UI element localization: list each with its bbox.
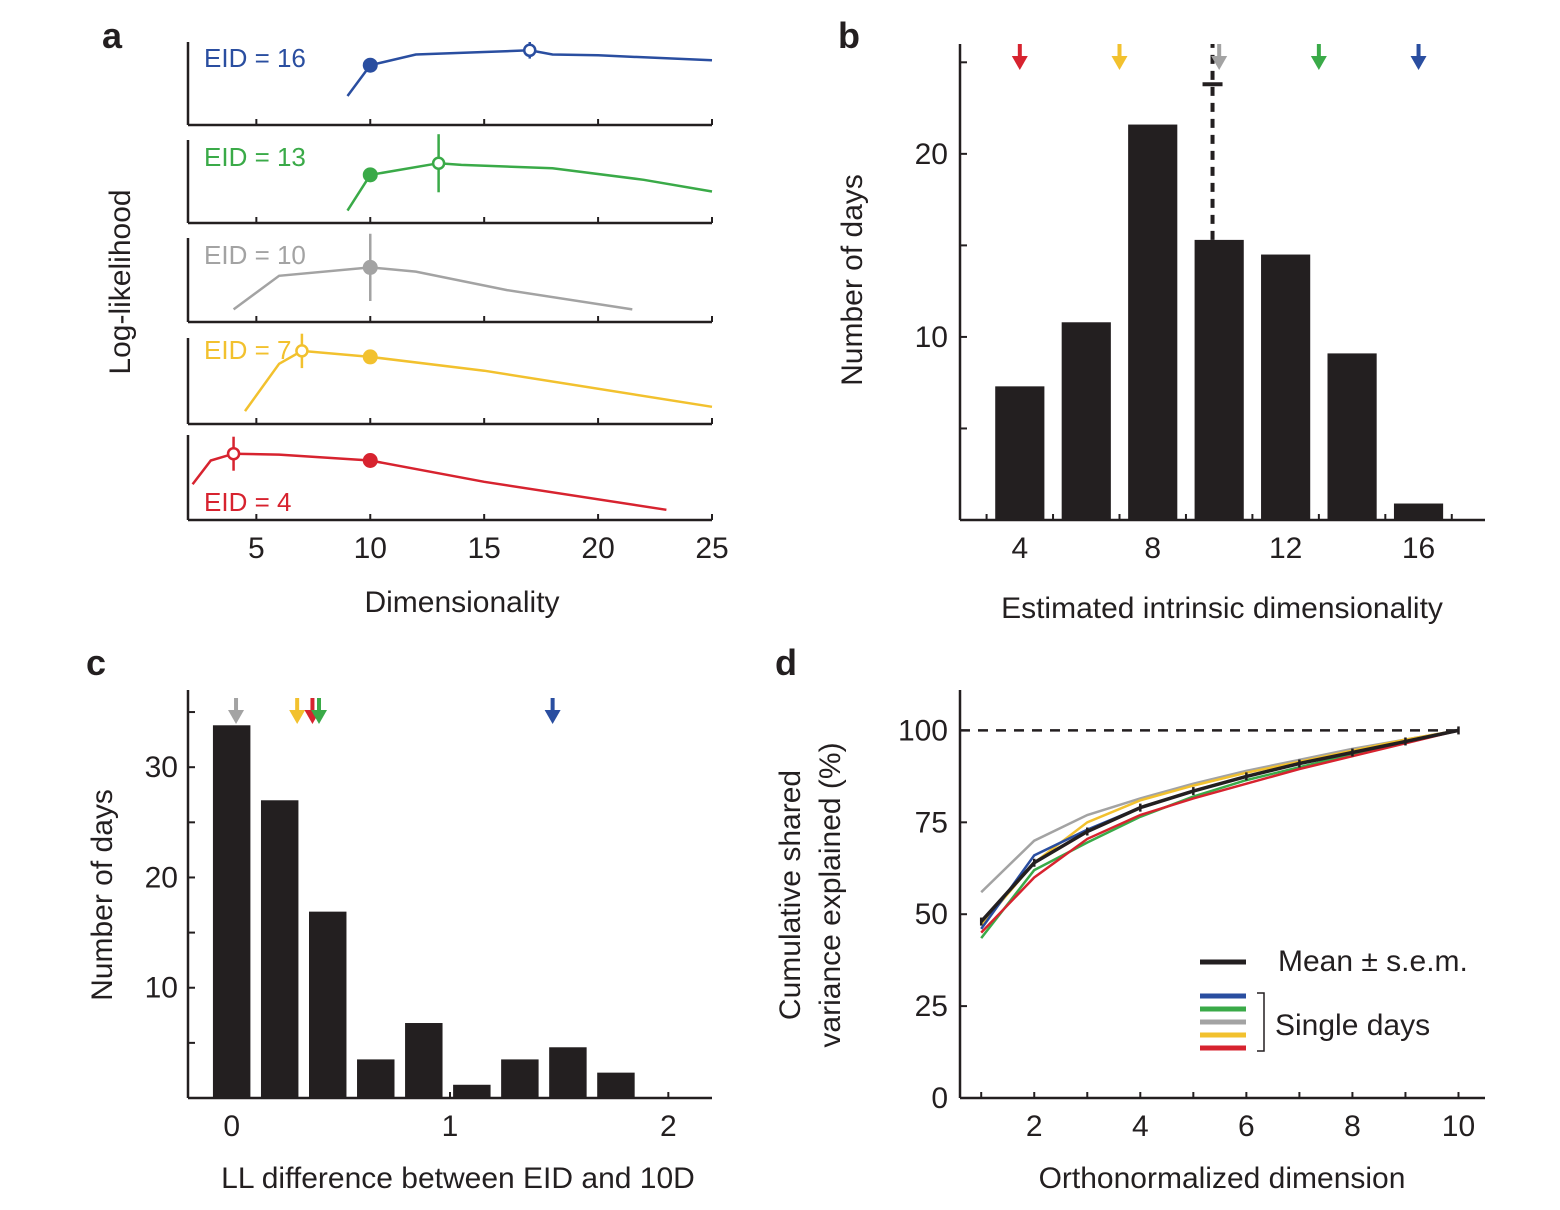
- panel-c-y-axis-label: Number of days: [86, 789, 119, 1001]
- panel-a-eid-4-filled-marker: [362, 453, 378, 468]
- panel-d-curve-yellow: [980, 729, 1459, 927]
- panel-b-y-tick-label: 20: [915, 138, 948, 171]
- panel-b-x-tick-label: 16: [1402, 532, 1435, 565]
- panel-a-eid-13-open-marker: [431, 156, 446, 170]
- panel-b-bar: [1327, 353, 1377, 520]
- panel-d-x-tick-label: 2: [1026, 1110, 1043, 1143]
- panel-d-y-tick-label: 25: [915, 990, 948, 1023]
- panel-a-eid-13-label: EID = 13: [204, 142, 306, 172]
- panel-a-x-tick-label: 25: [695, 532, 728, 565]
- panel-b-arrow-yellow-head: [1111, 56, 1128, 70]
- panel-d-y-tick-label: 0: [931, 1082, 948, 1115]
- panel-b-bar: [1061, 322, 1111, 520]
- panel-a-x-tick-label: 15: [467, 532, 500, 565]
- panel-letter-b: b: [838, 15, 860, 56]
- panel-b-bar: [1128, 124, 1178, 521]
- panel-d-x-axis-label: Orthonormalized dimension: [1039, 1162, 1406, 1195]
- panel-c-bar: [501, 1059, 539, 1098]
- panel-a-x-tick-label: 10: [354, 532, 387, 565]
- panel-c-bar: [309, 911, 347, 1098]
- panel-d-y-tick-label: 100: [898, 714, 948, 747]
- panel-c-x-tick-label: 1: [442, 1110, 459, 1143]
- panel-c-ll-difference-histogram: 10 20 30 0 1 2: [145, 690, 712, 1143]
- panel-c-bar: [357, 1059, 395, 1098]
- panel-b-x-tick-label: 8: [1144, 532, 1161, 565]
- panel-b-x-tick-label: 12: [1269, 532, 1302, 565]
- panel-d-x-tick-label: 8: [1344, 1110, 1361, 1143]
- panel-a-eid-10-filled-marker: [362, 259, 378, 275]
- panel-c-bar: [260, 800, 299, 1098]
- panel-a-eid-10-curve: [232, 266, 633, 311]
- panel-b-arrow-blue-head: [1410, 56, 1427, 70]
- panel-b-arrow-gray-head: [1211, 56, 1228, 70]
- panel-a-eid-7-open-marker: [295, 344, 309, 358]
- legend-bracket: [1257, 992, 1265, 1052]
- panel-c-x-tick-label: 2: [660, 1110, 677, 1143]
- panel-a-eid-16-label: EID = 16: [204, 43, 306, 73]
- panel-d-x-tick-label: 6: [1238, 1110, 1255, 1143]
- panel-letter-c: c: [86, 642, 106, 683]
- panel-d-mean-curve: [979, 728, 1459, 923]
- panel-c-x-axis-label: LL difference between EID and 10D: [221, 1162, 695, 1195]
- panel-d-x-tick-label: 4: [1132, 1110, 1149, 1143]
- panel-b-bar: [1194, 239, 1244, 520]
- panel-d-x-tick-label: 10: [1442, 1110, 1475, 1143]
- panel-c-arrow-yellow-head: [289, 710, 306, 724]
- panel-d-y-tick-label: 50: [915, 898, 948, 931]
- panel-d-y-tick-label: 75: [915, 806, 948, 839]
- panel-b-x-tick-label: 4: [1011, 532, 1028, 565]
- panel-a-x-tick-label: 5: [248, 532, 265, 565]
- panel-c-x-tick-label: 0: [223, 1110, 240, 1143]
- panel-a-x-axis-label: Dimensionality: [364, 586, 559, 619]
- panel-c-y-tick-label: 30: [145, 751, 178, 784]
- panel-c-bar: [212, 725, 251, 1098]
- panel-b-arrow-red-head: [1011, 56, 1028, 70]
- panel-c-bar: [549, 1047, 587, 1098]
- panel-b-bar: [1261, 254, 1311, 521]
- panel-a-eid-4-label: EID = 4: [204, 487, 291, 517]
- panel-a-eid-7-label: EID = 7: [204, 335, 291, 365]
- panel-a-eid-7-curve: [243, 349, 713, 412]
- panel-d-y-axis-label-line1: Cumulative shared: [774, 770, 807, 1020]
- panel-c-arrow-blue-head: [544, 710, 561, 724]
- panel-b-y-tick-label: 10: [915, 321, 948, 354]
- panel-a-loglikelihood: EID = 16 EID = 13 EID = 10 EID = 7 EID = 4 5 1…: [186, 42, 729, 565]
- panel-a-y-axis-label: Log-likelihood: [104, 189, 137, 374]
- panel-letter-a: a: [102, 15, 123, 56]
- panel-c-y-tick-label: 10: [145, 972, 178, 1005]
- panel-a-eid-4-open-marker: [226, 446, 241, 461]
- panel-a-eid-10-label: EID = 10: [204, 240, 306, 270]
- panel-d-cumulative-variance: 0 25 50 75 100 2 4 6 8 10: [898, 690, 1485, 1143]
- panel-c-y-tick-label: 20: [145, 861, 178, 894]
- panel-c-arrow-gray-head: [228, 710, 245, 724]
- panel-c-bar: [453, 1084, 491, 1098]
- panel-b-bar: [995, 386, 1045, 520]
- panel-b-eid-histogram: 10 20 4 8 12 16: [915, 44, 1485, 565]
- panel-d-curve-red: [980, 729, 1459, 934]
- panel-d-curve-gray: [980, 729, 1459, 894]
- panel-c-bar: [405, 1023, 443, 1098]
- panel-a-eid-7-filled-marker: [362, 349, 378, 365]
- panel-b-bar: [1393, 503, 1444, 520]
- panel-a-eid-16-open-marker: [522, 43, 537, 58]
- panel-d-y-axis-label-line2: variance explained (%): [814, 742, 847, 1047]
- panel-b-arrow-green-head: [1310, 56, 1327, 70]
- panel-c-arrow-green-head: [311, 710, 327, 724]
- panel-a-eid-13-filled-marker: [362, 167, 378, 183]
- panel-a-eid-16-curve: [346, 49, 713, 97]
- panel-a-x-tick-label: 20: [581, 532, 614, 565]
- legend-single-days-label: Single days: [1275, 1009, 1430, 1042]
- panel-a-eid-13-curve: [346, 161, 713, 212]
- panel-b-y-axis-label: Number of days: [836, 174, 869, 386]
- panel-a-eid-16-filled-marker: [362, 57, 378, 73]
- panel-b-x-axis-label: Estimated intrinsic dimensionality: [1001, 592, 1443, 625]
- panel-c-bar: [597, 1072, 635, 1098]
- panel-d-curve-blue: [980, 729, 1459, 930]
- panel-a-eid-4-curve: [191, 452, 667, 512]
- legend-mean-label: Mean ± s.e.m.: [1278, 945, 1468, 978]
- panel-letter-d: d: [775, 642, 797, 683]
- panel-d-curve-green: [980, 729, 1459, 939]
